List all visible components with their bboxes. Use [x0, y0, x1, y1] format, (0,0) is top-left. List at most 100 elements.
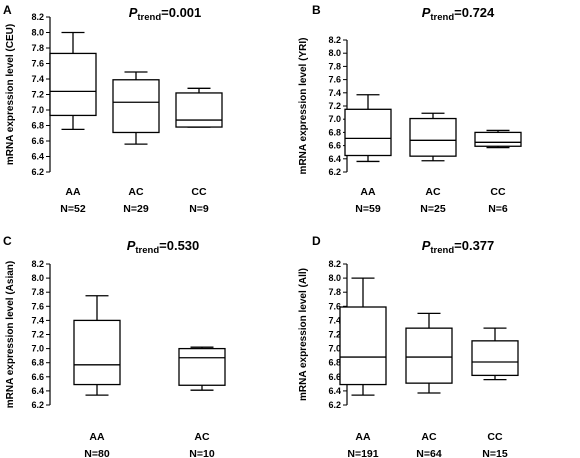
panel-b-ytick-label: 8.0 [328, 48, 341, 58]
panel-a-ytick-label: 8.0 [31, 28, 44, 38]
panel-d-ytick-label: 7.0 [328, 344, 341, 354]
category-label: CC [191, 186, 207, 198]
panel-b-ytick-label: 7.0 [328, 114, 341, 124]
panel-a-box-aa: AA N=52 [49, 31, 97, 215]
iqr-box [73, 319, 121, 386]
panel-a-ytick-label: 8.2 [31, 12, 44, 22]
iqr-box [409, 117, 457, 157]
panel-a-ytick-label: 7.4 [31, 74, 44, 84]
category-label: CC [490, 186, 506, 198]
panel-a-ytick-label: 6.6 [31, 136, 44, 146]
panel-b-ytick-label: 7.4 [328, 88, 341, 98]
panel-a-title-p: P [129, 5, 138, 20]
panel-a-ytick-label: 6.4 [31, 152, 44, 162]
category-label: AC [425, 186, 441, 198]
panel-d-ylabel: mRNA expression level (All) [298, 268, 309, 401]
panel-d-ytick-label: 6.2 [328, 400, 341, 410]
category-label: AA [65, 186, 81, 198]
panel-b-ytick-label: 7.2 [328, 101, 341, 111]
category-label: AA [360, 186, 376, 198]
panel-d: D Ptrend=0.377 6.2 6.4 6.6 6.8 7.0 7.2 7.4 7.6 7.8… [298, 234, 519, 458]
panel-d-title-p: P [422, 238, 431, 253]
panel-b-ytick-label: 7.8 [328, 61, 341, 71]
panel-c: C Ptrend=0.530 6.2 6.4 6.6 6.8 7.0 7.2 7.4 7.6 7.8… [3, 234, 226, 458]
panel-c-title-p: P [127, 238, 136, 253]
panel-c-ytick-label: 7.6 [31, 301, 44, 311]
panel-d-ytick-label: 6.6 [328, 372, 341, 382]
panel-a-ytick-label: 7.8 [31, 43, 44, 53]
category-label: AC [194, 431, 210, 443]
panel-d-box-cc: CC N=15 [471, 327, 519, 458]
panel-a-ytick-label: 7.6 [31, 59, 44, 69]
panel-b-ytick-label: 7.6 [328, 75, 341, 85]
category-n-label: N=10 [189, 448, 215, 458]
panel-c-ytick-label: 8.2 [31, 259, 44, 269]
panel-c-ylabel: mRNA expression level (Asian) [5, 261, 16, 408]
panel-b-title-value: =0.724 [454, 5, 495, 20]
category-n-label: N=64 [416, 448, 442, 458]
panel-c-ytick-label: 6.2 [31, 400, 44, 410]
panel-a-letter: A [3, 3, 12, 17]
category-label: AC [128, 186, 144, 198]
category-n-label: N=191 [347, 448, 378, 458]
panel-d-ytick-label: 7.4 [328, 315, 341, 325]
panel-a-ytick-label: 7.2 [31, 90, 44, 100]
panel-d-ytick-label: 7.8 [328, 287, 341, 297]
iqr-box [112, 79, 160, 134]
panel-c-ytick-label: 7.2 [31, 330, 44, 340]
panel-c-box-ac: AC N=10 [178, 346, 226, 458]
category-label: AC [421, 431, 437, 443]
category-n-label: N=15 [482, 448, 508, 458]
panel-a-title-value: =0.001 [161, 5, 201, 20]
panel-a-title-sub: trend [137, 12, 161, 23]
iqr-box [344, 108, 392, 157]
iqr-box [471, 340, 519, 377]
panel-b-ytick-label: 6.2 [328, 167, 341, 177]
panel-c-ytick-label: 7.4 [31, 315, 44, 325]
panel-b-letter: B [312, 3, 321, 17]
panel-b-ytick-label: 6.6 [328, 141, 341, 151]
iqr-box [405, 327, 453, 384]
panel-b-ylabel: mRNA expression level (YRI) [298, 38, 309, 175]
panel-b-box-aa: AA N=59 [344, 94, 392, 215]
panel-c-letter: C [3, 234, 12, 248]
category-label: AA [89, 431, 105, 443]
panel-b-title: Ptrend=0.724 [422, 5, 495, 23]
panel-d-title-sub: trend [430, 245, 454, 256]
panel-d-ytick-label: 8.2 [328, 259, 341, 269]
panel-d-ytick-label: 8.0 [328, 273, 341, 283]
iqr-box [178, 347, 226, 386]
panel-b-title-p: P [422, 5, 431, 20]
panel-d-ytick-label: 6.4 [328, 386, 341, 396]
panel-b-title-sub: trend [430, 12, 454, 23]
iqr-box [175, 92, 223, 128]
category-n-label: N=9 [189, 203, 209, 215]
panel-c-ytick-label: 6.4 [31, 386, 44, 396]
panel-c-ytick-label: 6.6 [31, 372, 44, 382]
panel-a-ytick-label: 6.8 [31, 121, 44, 131]
panel-c-title-value: =0.530 [159, 238, 199, 253]
panel-c-box-aa: AA N=80 [73, 295, 121, 458]
category-n-label: N=80 [84, 448, 110, 458]
panel-c-title-sub: trend [135, 245, 159, 256]
panel-d-title-value: =0.377 [454, 238, 494, 253]
iqr-box [339, 306, 387, 386]
panel-a: A Ptrend=0.001 6.2 6.4 6.6 6.8 7.0 7.2 7.4 7.6 7.8… [3, 3, 223, 215]
panel-a-ytick-label: 7.0 [31, 105, 44, 115]
panel-c-title: Ptrend=0.530 [127, 238, 200, 256]
panel-d-ytick-label: 7.6 [328, 301, 341, 311]
iqr-box [49, 52, 97, 117]
panel-c-ytick-label: 8.0 [31, 273, 44, 283]
iqr-box [474, 131, 522, 147]
panel-c-ytick-label: 7.0 [31, 344, 44, 354]
panel-b-box-ac: AC N=25 [409, 112, 457, 215]
panel-c-ytick-label: 6.8 [31, 358, 44, 368]
category-n-label: N=59 [355, 203, 381, 215]
category-n-label: N=29 [123, 203, 149, 215]
panel-d-box-aa: AA N=191 [339, 277, 387, 458]
panel-b-ytick-label: 8.2 [328, 35, 341, 45]
category-n-label: N=25 [420, 203, 446, 215]
panel-a-ytick-label: 6.2 [31, 167, 44, 177]
panel-d-letter: D [312, 234, 321, 248]
